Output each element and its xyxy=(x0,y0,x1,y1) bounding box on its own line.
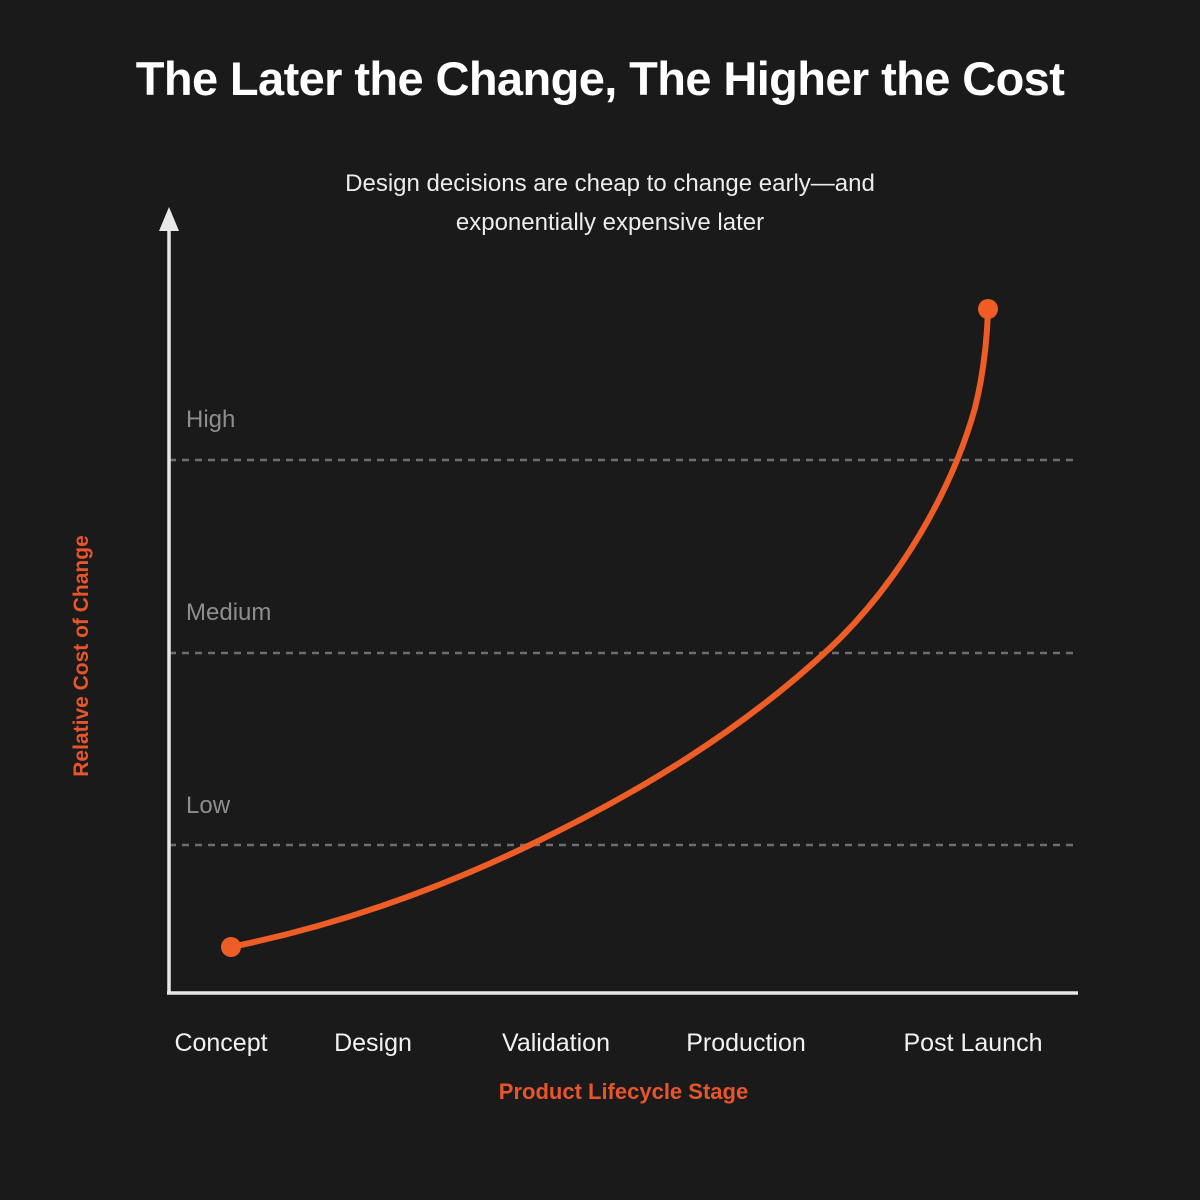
cost-curve xyxy=(228,308,991,950)
x-tick-label-concept: Concept xyxy=(174,1029,268,1057)
y-tick-label-high: High xyxy=(186,406,236,433)
page-title: The Later the Change, The Higher the Cos… xyxy=(135,52,1065,105)
chart-subtitle: Design decisions are cheap to change ear… xyxy=(345,170,875,236)
y-axis-title: Relative Cost of Change xyxy=(70,535,93,777)
x-tick-label-design: Design xyxy=(334,1029,412,1057)
gridlines xyxy=(169,458,1078,847)
data-point-start[interactable] xyxy=(221,937,241,957)
y-tick-label-low: Low xyxy=(186,792,231,819)
x-tick-label-production: Production xyxy=(686,1029,806,1057)
x-tick-label-validation: Validation xyxy=(502,1029,610,1057)
x-axis-title: Product Lifecycle Stage xyxy=(498,1079,749,1104)
y-axis xyxy=(159,207,179,993)
y-axis-arrow-icon xyxy=(159,207,179,231)
x-tick-label-post-launch: Post Launch xyxy=(903,1029,1043,1057)
data-point-end[interactable] xyxy=(978,299,998,319)
y-tick-label-medium: Medium xyxy=(186,599,272,626)
